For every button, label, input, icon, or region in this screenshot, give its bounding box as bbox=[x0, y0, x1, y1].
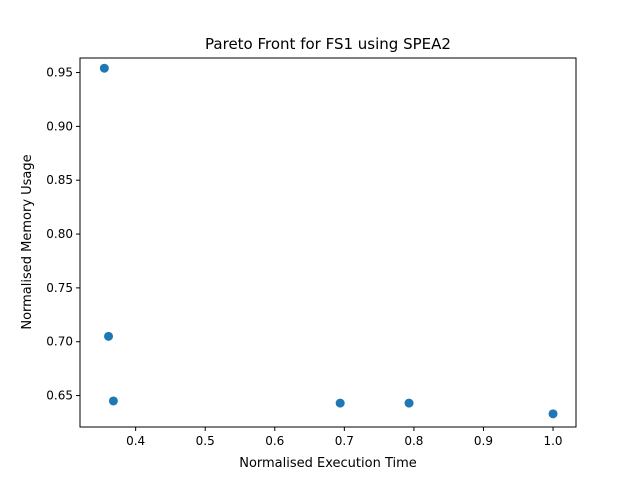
plot-area: 0.4 0.5 0.6 0.7 0.8 0.9 1.0 0.65 0.70 0.75 0.80 0.8… bbox=[46, 63, 563, 448]
y-tick-label: 0.65 bbox=[46, 389, 73, 403]
data-point bbox=[108, 396, 118, 406]
x-axis-label: Normalised Execution Time bbox=[239, 456, 417, 471]
x-tick-label: 0.8 bbox=[404, 434, 423, 448]
y-tick-label: 0.85 bbox=[46, 173, 73, 187]
x-tick-label: 0.5 bbox=[196, 434, 215, 448]
y-tick-label: 0.70 bbox=[46, 335, 73, 349]
y-axis-label: Normalised Memory Usage bbox=[20, 154, 35, 329]
y-tick-label: 0.95 bbox=[46, 66, 73, 80]
x-tick-label: 0.4 bbox=[126, 434, 145, 448]
data-point bbox=[104, 331, 114, 341]
y-tick-label: 0.80 bbox=[46, 227, 73, 241]
y-tick-label: 0.75 bbox=[46, 281, 73, 295]
data-point bbox=[335, 398, 345, 408]
x-tick-label: 0.9 bbox=[474, 434, 493, 448]
data-point bbox=[404, 398, 414, 408]
chart-title: Pareto Front for FS1 using SPEA2 bbox=[205, 35, 451, 53]
x-tick-label: 0.7 bbox=[335, 434, 354, 448]
x-tick-label: 0.6 bbox=[265, 434, 284, 448]
y-tick-label: 0.90 bbox=[46, 119, 73, 133]
data-point bbox=[99, 63, 109, 73]
data-point bbox=[548, 409, 558, 419]
x-tick-label: 1.0 bbox=[543, 434, 562, 448]
axes-frame bbox=[79, 57, 577, 428]
